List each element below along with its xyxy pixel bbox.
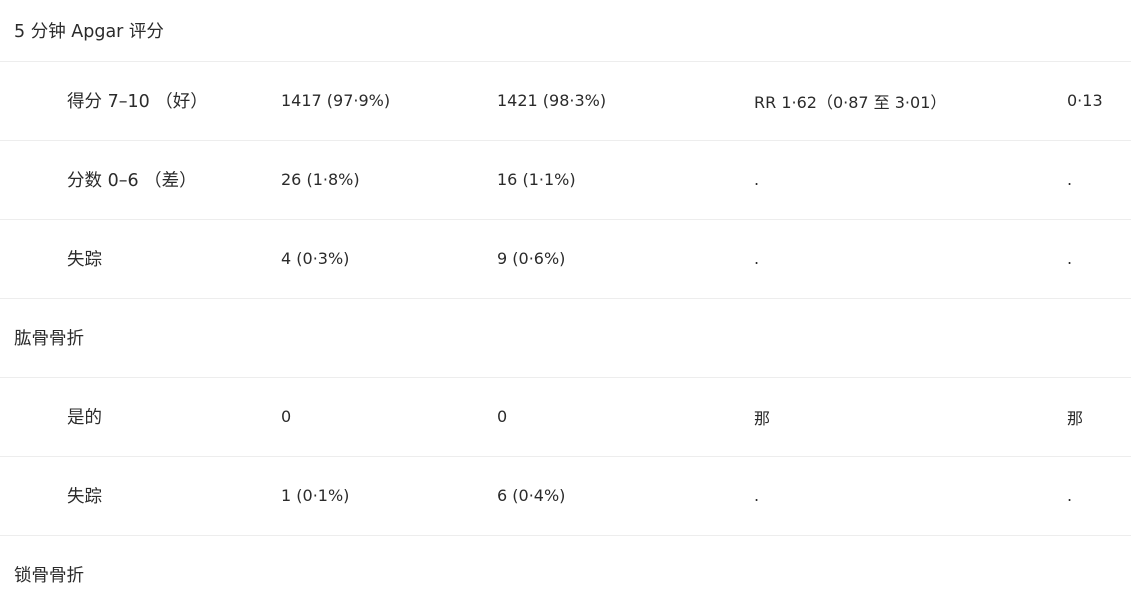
table-row: 分数 0–6 （差） 26 (1·8%) 16 (1·1%) . . (0, 139, 1131, 219)
p-value: . (1067, 218, 1131, 298)
row-label: 失踪 (0, 218, 281, 298)
section-title: 锁骨骨折 (0, 534, 1131, 614)
p-value: 0·13 (1067, 60, 1131, 140)
table-row: 失踪 1 (0·1%) 6 (0·4%) . . (0, 455, 1131, 535)
group1-value: 1 (0·1%) (281, 455, 497, 535)
section-title: 5 分钟 Apgar 评分 (14, 21, 164, 42)
row-label: 是的 (0, 376, 281, 456)
group2-value: 9 (0·6%) (497, 218, 754, 298)
section-row-apgar: 5 分钟 Apgar 评分 (0, 0, 1131, 61)
row-label: 得分 7–10 （好） (0, 60, 281, 140)
effect-estimate: 那 (754, 376, 1067, 456)
effect-estimate: . (754, 218, 1067, 298)
group1-value: 1417 (97·9%) (281, 60, 497, 140)
group1-value: 26 (1·8%) (281, 139, 497, 219)
section-title: 肱骨骨折 (0, 297, 1131, 377)
effect-estimate: RR 1·62（0·87 至 3·01） (754, 60, 1067, 140)
effect-estimate: . (754, 455, 1067, 535)
group1-value: 4 (0·3%) (281, 218, 497, 298)
group2-value: 6 (0·4%) (497, 455, 754, 535)
p-value: . (1067, 455, 1131, 535)
table-row: 失踪 4 (0·3%) 9 (0·6%) . . (0, 218, 1131, 298)
section-row-humerus: 肱骨骨折 (0, 297, 1131, 377)
row-label: 失踪 (0, 455, 281, 535)
p-value: 那 (1067, 376, 1131, 456)
group1-value: 0 (281, 376, 497, 456)
p-value: . (1067, 139, 1131, 219)
table-row: 得分 7–10 （好） 1417 (97·9%) 1421 (98·3%) RR… (0, 60, 1131, 140)
section-row-clavicle: 锁骨骨折 (0, 534, 1131, 614)
row-label: 分数 0–6 （差） (0, 139, 281, 219)
table-row: 是的 0 0 那 那 (0, 376, 1131, 456)
group2-value: 0 (497, 376, 754, 456)
group2-value: 16 (1·1%) (497, 139, 754, 219)
effect-estimate: . (754, 139, 1067, 219)
group2-value: 1421 (98·3%) (497, 60, 754, 140)
